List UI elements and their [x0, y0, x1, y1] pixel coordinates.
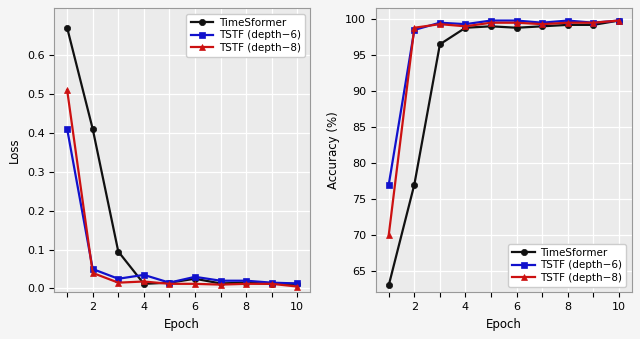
- TSTF (depth−8): [268, 282, 276, 286]
- TSTF (depth−8): [115, 281, 122, 285]
- TimeSformer: [589, 23, 597, 27]
- TimeSformer: [89, 127, 97, 131]
- TimeSformer: [243, 281, 250, 285]
- TimeSformer: [538, 24, 546, 28]
- TimeSformer: [436, 42, 444, 46]
- TimeSformer: [140, 282, 148, 286]
- TSTF (depth−6): [436, 21, 444, 25]
- TimeSformer: [268, 282, 276, 286]
- TSTF (depth−6): [564, 19, 572, 23]
- Line: TimeSformer: TimeSformer: [386, 17, 622, 288]
- TSTF (depth−8): [191, 282, 199, 286]
- TSTF (depth−6): [268, 281, 276, 285]
- TimeSformer: [513, 26, 520, 30]
- TSTF (depth−6): [115, 277, 122, 281]
- TSTF (depth−8): [615, 19, 623, 23]
- TimeSformer: [217, 281, 225, 285]
- TimeSformer: [115, 250, 122, 254]
- TimeSformer: [191, 277, 199, 281]
- TSTF (depth−6): [191, 275, 199, 279]
- TimeSformer: [564, 23, 572, 27]
- Line: TSTF (depth−6): TSTF (depth−6): [64, 126, 300, 286]
- TSTF (depth−6): [461, 22, 469, 26]
- TimeSformer: [385, 283, 392, 287]
- TSTF (depth−8): [385, 233, 392, 237]
- Legend: TimeSformer, TSTF (depth−6), TSTF (depth−8): TimeSformer, TSTF (depth−6), TSTF (depth…: [508, 244, 627, 287]
- TimeSformer: [461, 26, 469, 30]
- TSTF (depth−8): [243, 282, 250, 286]
- TSTF (depth−8): [293, 284, 301, 288]
- TSTF (depth−8): [564, 21, 572, 25]
- TSTF (depth−6): [385, 182, 392, 186]
- TSTF (depth−6): [63, 127, 71, 131]
- TimeSformer: [487, 24, 495, 28]
- TSTF (depth−6): [243, 279, 250, 283]
- TSTF (depth−8): [89, 271, 97, 275]
- TSTF (depth−6): [89, 267, 97, 271]
- TSTF (depth−6): [217, 279, 225, 283]
- TSTF (depth−6): [615, 19, 623, 23]
- X-axis label: Epoch: Epoch: [486, 318, 522, 331]
- TSTF (depth−8): [63, 88, 71, 92]
- Line: TSTF (depth−8): TSTF (depth−8): [64, 87, 300, 290]
- TimeSformer: [166, 281, 173, 285]
- TSTF (depth−8): [513, 21, 520, 25]
- TSTF (depth−6): [487, 19, 495, 23]
- X-axis label: Epoch: Epoch: [164, 318, 200, 331]
- TSTF (depth−8): [140, 279, 148, 283]
- TSTF (depth−6): [589, 21, 597, 25]
- TimeSformer: [410, 182, 418, 186]
- TSTF (depth−8): [410, 26, 418, 30]
- TimeSformer: [615, 19, 623, 23]
- TSTF (depth−6): [513, 19, 520, 23]
- TimeSformer: [293, 282, 301, 286]
- TSTF (depth−8): [538, 22, 546, 26]
- Line: TimeSformer: TimeSformer: [64, 25, 300, 287]
- TSTF (depth−8): [166, 282, 173, 286]
- Line: TSTF (depth−6): TSTF (depth−6): [386, 17, 622, 188]
- Y-axis label: Accuracy (%): Accuracy (%): [326, 112, 340, 189]
- TSTF (depth−6): [140, 273, 148, 277]
- Y-axis label: Loss: Loss: [8, 138, 21, 163]
- TimeSformer: [63, 26, 71, 30]
- TSTF (depth−6): [293, 281, 301, 285]
- TSTF (depth−8): [217, 283, 225, 287]
- TSTF (depth−8): [589, 21, 597, 25]
- TSTF (depth−8): [461, 24, 469, 28]
- TSTF (depth−6): [410, 28, 418, 32]
- TSTF (depth−6): [538, 21, 546, 25]
- Legend: TimeSformer, TSTF (depth−6), TSTF (depth−8): TimeSformer, TSTF (depth−6), TSTF (depth…: [186, 14, 305, 57]
- TSTF (depth−8): [487, 21, 495, 25]
- Line: TSTF (depth−8): TSTF (depth−8): [386, 17, 622, 238]
- TSTF (depth−6): [166, 281, 173, 285]
- TSTF (depth−8): [436, 22, 444, 26]
